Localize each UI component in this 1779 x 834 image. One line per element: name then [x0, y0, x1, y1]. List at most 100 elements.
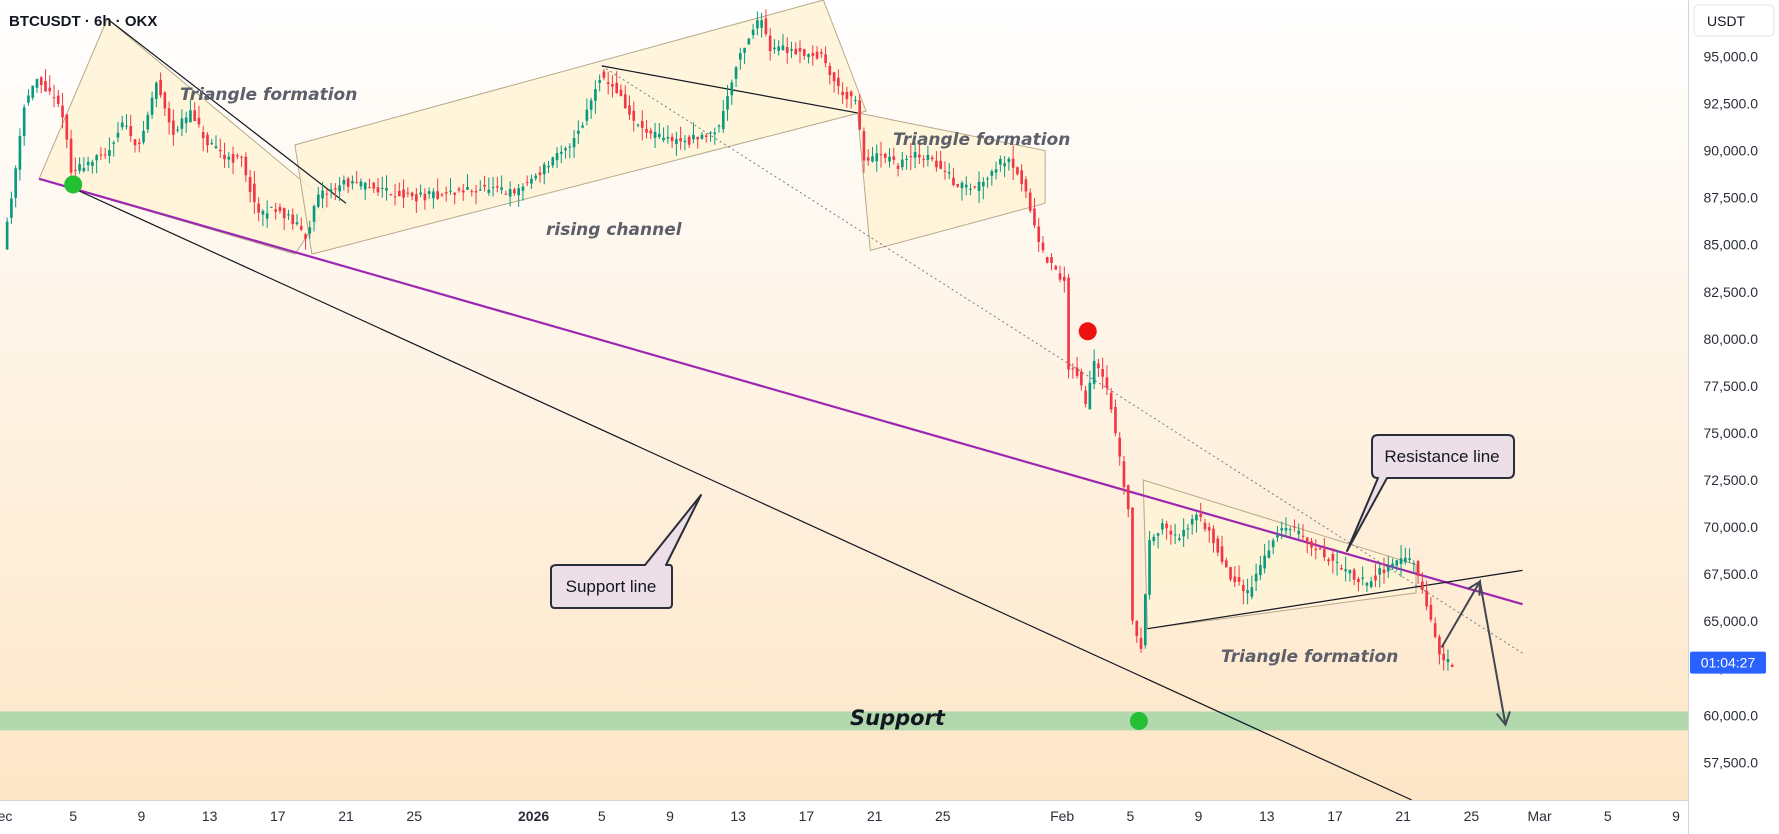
candle-bearish — [679, 138, 682, 142]
candle-bullish — [717, 125, 721, 127]
candle-bearish — [129, 126, 133, 137]
candle-bullish — [594, 89, 597, 101]
time-axis[interactable]: ec 5 9 13 17 21 25 2026 5 9 13 17 21 25 Feb 5 9 13 17 21 25 M… — [0, 808, 1680, 824]
candle-bearish — [1237, 577, 1241, 582]
candle-bearish — [1165, 523, 1168, 529]
resistance-line-callout-text: Resistance line — [1384, 447, 1499, 466]
candle-bearish — [291, 214, 295, 225]
candle-bullish — [947, 172, 951, 174]
candle-bearish — [1340, 567, 1343, 570]
candle-bearish — [1323, 549, 1326, 558]
candle-bullish — [1003, 163, 1006, 167]
candle-bullish — [449, 190, 452, 192]
candle-bearish — [883, 153, 887, 158]
candle-bearish — [611, 84, 614, 87]
candle-bearish — [1105, 377, 1109, 389]
time-tick-label: 25 — [935, 808, 951, 824]
support-line[interactable] — [72, 187, 1412, 801]
candle-bullish — [1399, 558, 1403, 565]
candle-bearish — [163, 92, 167, 109]
candle-bearish — [1199, 513, 1203, 517]
candle-bullish — [478, 189, 482, 191]
candle-bullish — [900, 159, 904, 168]
candle-bearish — [1084, 390, 1087, 404]
candle-bullish — [108, 150, 111, 156]
candle-bullish — [1182, 529, 1185, 537]
candle-bearish — [389, 194, 393, 196]
candle-bearish — [1118, 437, 1122, 457]
candle-bullish — [427, 191, 431, 195]
candle-bullish — [321, 190, 324, 199]
candle-bullish — [986, 178, 989, 180]
candle-bullish — [120, 122, 124, 128]
price-axis[interactable]: 57,500.060,000.062,500.065,000.067,500.0… — [1704, 48, 1759, 770]
candle-bullish — [905, 158, 908, 161]
candle-bullish — [700, 134, 704, 139]
candle-bullish — [14, 168, 17, 198]
candle-bearish — [74, 169, 77, 171]
candle-bearish — [1352, 569, 1356, 580]
candle-bearish — [896, 165, 900, 169]
dotted-trendline[interactable] — [601, 65, 1523, 654]
candle-bullish — [875, 153, 879, 162]
candle-bearish — [253, 183, 256, 203]
candle-bearish — [159, 79, 162, 96]
candle-bullish — [1173, 534, 1177, 536]
triangle-1-upper-extension[interactable] — [106, 18, 347, 204]
candle-bearish — [764, 18, 768, 35]
price-countdown-badge — [1690, 651, 1766, 674]
candle-bearish — [525, 182, 529, 184]
candle-bullish — [1284, 527, 1288, 531]
candle-bullish — [155, 82, 158, 99]
plot-background — [0, 0, 1688, 800]
candle-bullish — [577, 130, 580, 134]
candle-bullish — [636, 124, 640, 126]
candle-bearish — [1016, 167, 1019, 175]
chart-symbol-title: BTCUSDT · 6h · OKX — [9, 13, 157, 30]
candle-bullish — [1152, 536, 1156, 542]
candle-bearish — [504, 193, 508, 195]
candle-bullish — [547, 165, 550, 168]
candle-bullish — [658, 133, 661, 138]
candle-bearish — [1033, 208, 1036, 226]
candle-bullish — [1267, 550, 1271, 558]
candle-bullish — [184, 117, 188, 124]
candle-bearish — [1293, 526, 1296, 528]
time-tick-label: 5 — [598, 808, 606, 824]
candle-bullish — [773, 47, 776, 50]
candle-bearish — [1301, 535, 1305, 537]
candle-bearish — [65, 114, 69, 140]
candle-bearish — [841, 91, 844, 96]
candle-bullish — [1195, 514, 1198, 521]
candle-bullish — [1088, 382, 1092, 410]
candle-bearish — [1126, 485, 1130, 510]
candle-bearish — [69, 138, 73, 173]
triangle-3-extension[interactable] — [1147, 569, 1523, 630]
time-tick-label: 17 — [270, 808, 286, 824]
time-tick-label: 5 — [69, 808, 77, 824]
candle-bearish — [231, 153, 235, 163]
candle-bullish — [721, 111, 725, 130]
candle-bullish — [95, 155, 98, 161]
price-tick-label: 72,500.0 — [1704, 472, 1759, 488]
rising-channel-inner-line[interactable] — [601, 65, 858, 114]
candle-bearish — [137, 142, 141, 144]
resistance-line[interactable] — [38, 177, 1523, 606]
candle-bullish — [743, 47, 746, 53]
candle-bullish — [338, 185, 341, 192]
candle-bearish — [858, 100, 862, 130]
time-axis-background — [0, 800, 1688, 834]
candle-bullish — [730, 82, 734, 96]
candle-bullish — [926, 154, 930, 160]
candle-bullish — [994, 169, 998, 173]
triangle-formation-2[interactable] — [857, 112, 1046, 252]
candle-bearish — [167, 108, 171, 123]
price-tick-label: 65,000.0 — [1704, 613, 1759, 629]
time-tick-label: 13 — [202, 808, 218, 824]
triangle-formation-3[interactable] — [1142, 479, 1417, 630]
candle-bullish — [999, 158, 1002, 165]
candle-bearish — [304, 234, 307, 239]
currency-label-box[interactable] — [1693, 4, 1775, 37]
candle-bullish — [713, 132, 717, 135]
